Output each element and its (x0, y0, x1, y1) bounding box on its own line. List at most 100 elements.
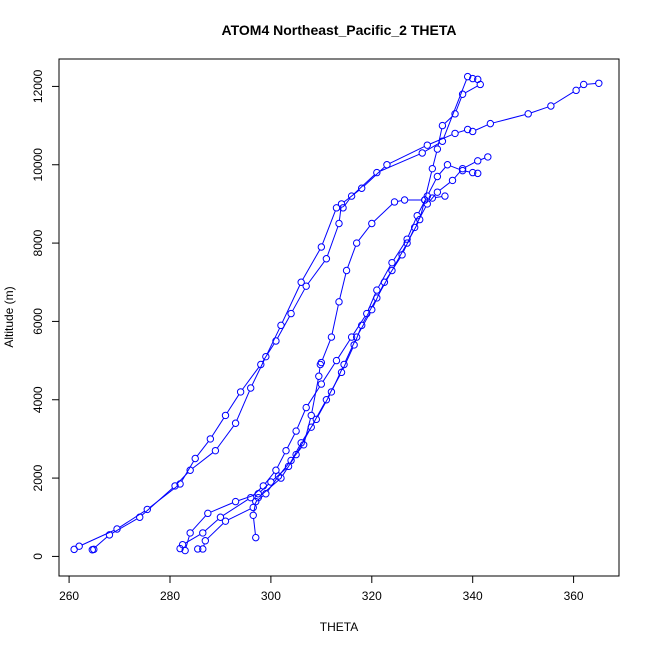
data-point (252, 497, 260, 506)
data-point (216, 513, 225, 521)
plot-frame (58, 58, 620, 577)
y-tick-label: 4000 (31, 386, 45, 413)
data-point (181, 546, 189, 555)
data-point (231, 419, 240, 427)
data-point (468, 168, 477, 177)
data-point (204, 509, 212, 518)
series-line-segment (342, 347, 354, 370)
data-point (292, 450, 300, 459)
y-axis-label: Altitude (m) (2, 286, 16, 347)
data-point (373, 168, 381, 177)
series-line-segment (465, 85, 478, 94)
data-point (423, 141, 431, 149)
series-line-segment (302, 249, 321, 280)
data-point (388, 266, 396, 275)
data-point (433, 172, 442, 181)
data-point (201, 537, 210, 545)
data-point (403, 235, 411, 243)
data-point (335, 219, 343, 228)
series-line-segment (455, 97, 462, 111)
series-line-segment (262, 343, 275, 362)
series-line-segment (281, 285, 301, 323)
data-point (194, 545, 202, 553)
data-point (433, 188, 442, 196)
series-line-segment (282, 457, 295, 476)
series-line-segment (480, 157, 485, 161)
x-tick-label: 280 (160, 589, 180, 603)
series-3 (176, 161, 482, 553)
data-point (400, 196, 409, 204)
series-line-segment (379, 153, 420, 172)
series-line-segment (289, 445, 301, 464)
series-line-segment (454, 170, 461, 179)
series-line-segment (253, 504, 256, 513)
data-point (302, 282, 310, 290)
series-line-segment (307, 386, 320, 406)
series-line-segment (312, 402, 326, 425)
series-line-segment (81, 529, 115, 546)
data-point (206, 435, 215, 443)
data-point (297, 278, 305, 286)
data-point (292, 427, 300, 435)
series-line-segment (458, 130, 465, 133)
series-line-segment (465, 170, 470, 173)
data-point (463, 72, 472, 81)
data-point (368, 219, 376, 228)
data-point (451, 129, 459, 138)
series-line-segment (287, 433, 296, 448)
data-point (352, 239, 361, 247)
data-point (199, 545, 207, 553)
series-line-segment (444, 115, 453, 124)
series-line-segment (322, 210, 336, 245)
series-line-segment (280, 462, 290, 474)
data-point (231, 497, 240, 506)
data-point (458, 166, 467, 175)
data-point (247, 384, 255, 392)
series-line-segment (362, 300, 376, 323)
series-line-segment (238, 494, 256, 501)
series-line-segment (216, 425, 235, 449)
series-line-segment (254, 500, 258, 505)
data-point (448, 176, 457, 185)
data-point (302, 403, 310, 412)
data-point (410, 223, 419, 232)
data-point (458, 90, 467, 98)
series-line-segment (277, 453, 285, 468)
data-point (221, 411, 230, 420)
data-point (88, 546, 96, 554)
series-line-segment (443, 79, 467, 139)
series-line-segment (420, 203, 425, 217)
data-point (236, 388, 245, 396)
series-line-segment (344, 339, 356, 362)
series-line-segment (338, 207, 342, 221)
data-point (438, 121, 447, 130)
chart-title: ATOM4 Northeast_Pacific_2 THETA (222, 22, 457, 38)
series-line-segment (258, 495, 264, 500)
data-point (327, 333, 336, 341)
series-line-segment (389, 146, 425, 164)
x-axis-label: THETA (320, 620, 358, 634)
data-point (312, 415, 320, 424)
series-line-segment (397, 200, 402, 202)
series-line-segment (352, 316, 366, 335)
data-point (337, 368, 346, 377)
data-point (476, 80, 484, 89)
data-point (572, 86, 580, 95)
data-point (547, 102, 555, 110)
series-line-segment (228, 508, 251, 521)
series-line-segment (304, 418, 311, 442)
series-line-segment (226, 394, 240, 413)
series-line-segment (428, 179, 437, 194)
y-tick-label: 12000 (31, 69, 45, 103)
series-line-segment (493, 114, 526, 124)
series-line-segment (119, 510, 145, 528)
series-line-segment (363, 166, 385, 187)
data-point (249, 511, 257, 519)
series-line-segment (347, 246, 356, 268)
series-line-segment (430, 134, 453, 145)
series-line-segment (211, 417, 225, 437)
series-line-segment (253, 518, 256, 535)
data-point (322, 255, 331, 263)
data-point (421, 196, 429, 204)
series-line-segment (307, 261, 325, 284)
